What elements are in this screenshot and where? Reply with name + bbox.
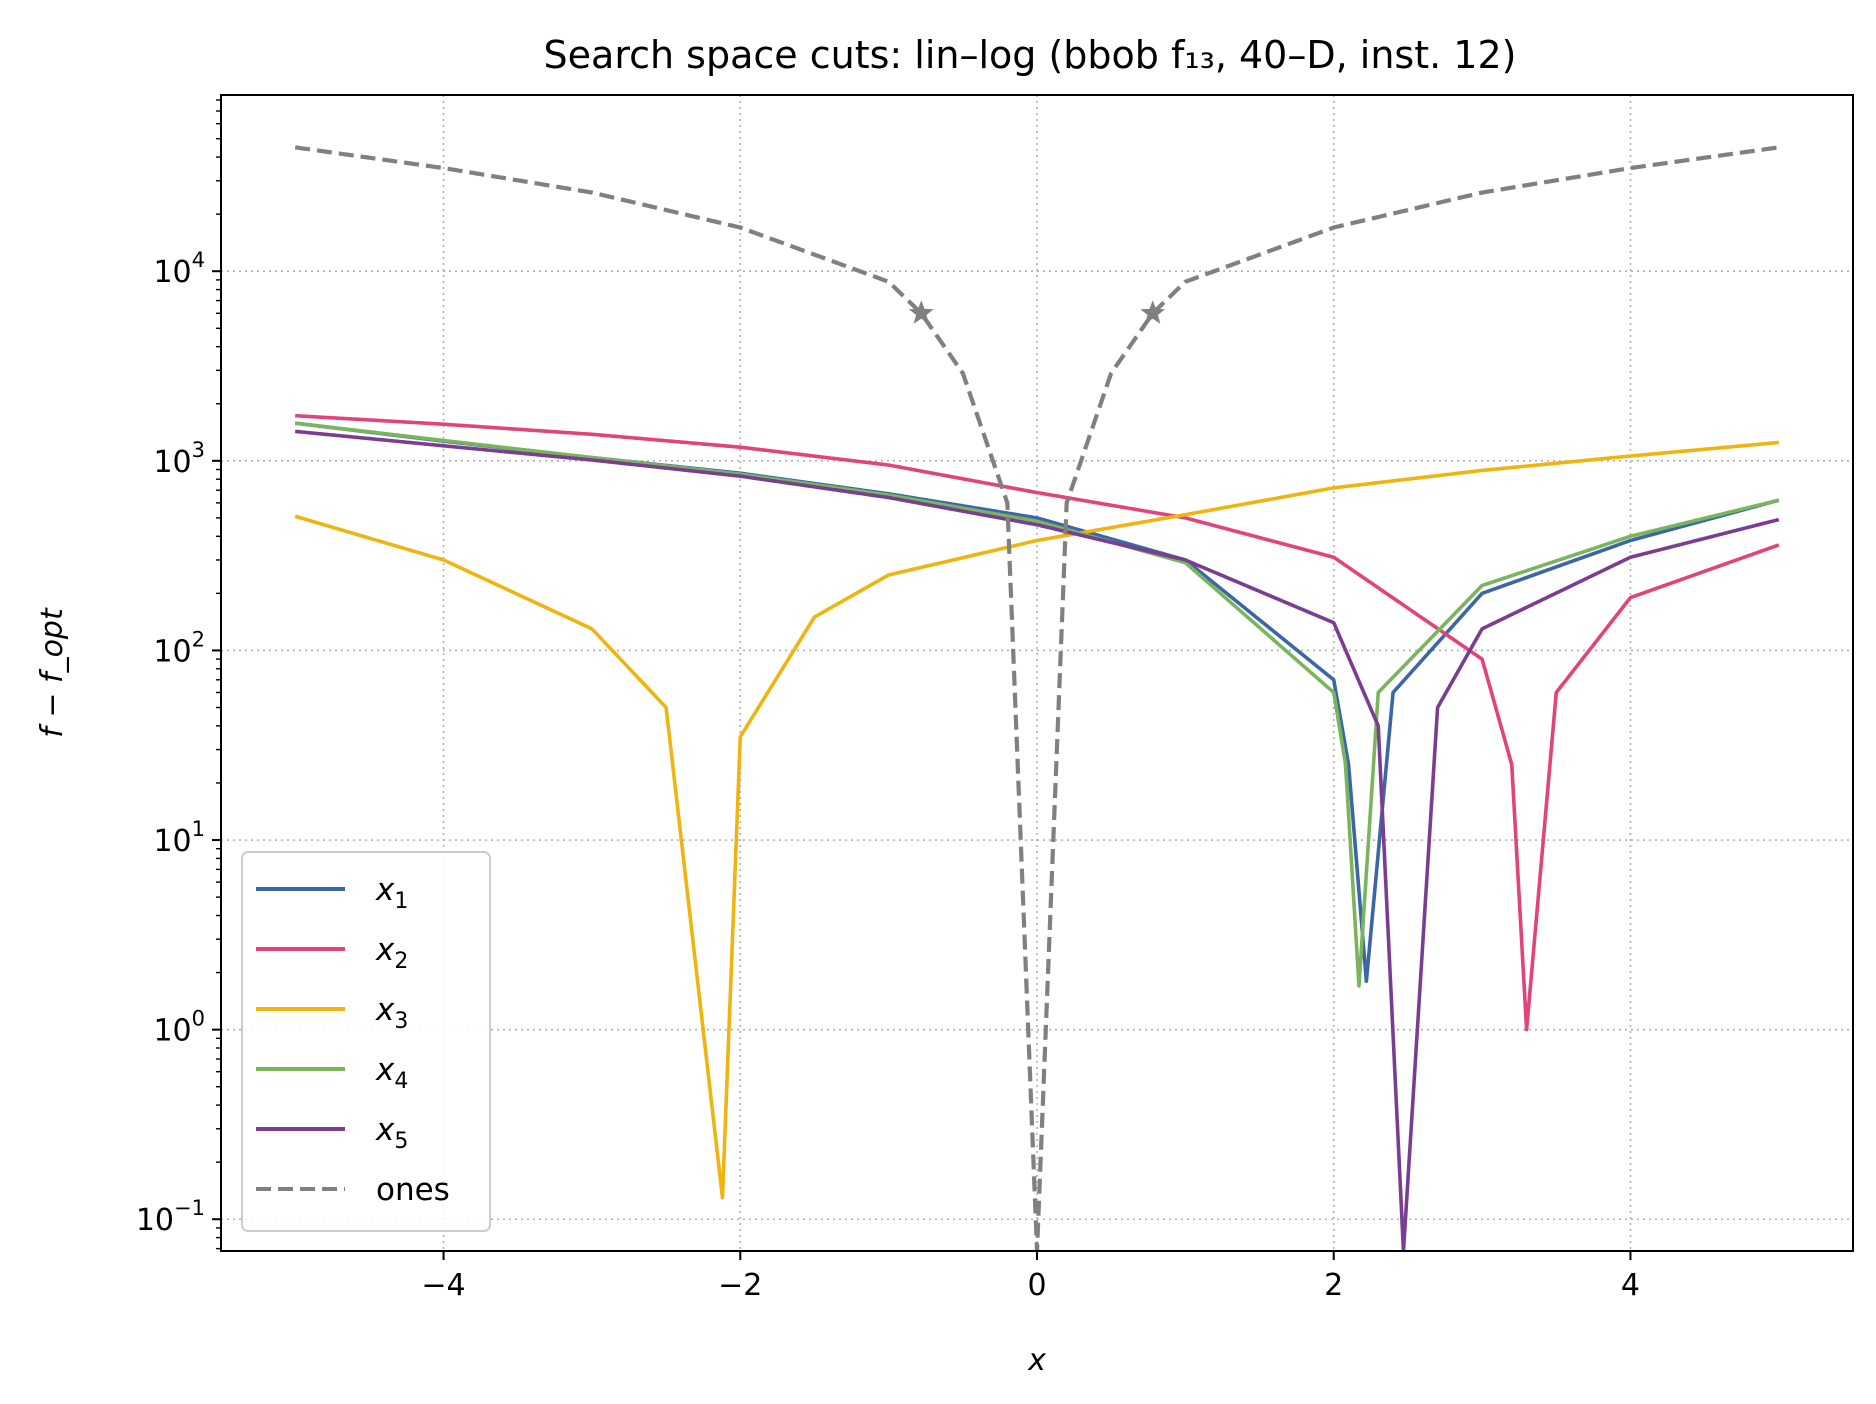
legend-label: x5 xyxy=(375,1112,408,1154)
series-line-x xyxy=(295,429,1780,1251)
y-axis-label: f − f_opt xyxy=(35,607,70,738)
x-tick-label: 4 xyxy=(1621,1268,1640,1303)
x-axis-label: x xyxy=(1027,1343,1046,1378)
series-line-x xyxy=(294,440,1779,1200)
series-line-x xyxy=(295,413,1780,1032)
x-tick-label: −4 xyxy=(421,1268,465,1303)
chart-title: Search space cuts: lin–log (bbob f₁₃, 40… xyxy=(544,33,1517,77)
y-tick-label: 103 xyxy=(153,438,205,480)
star-marker xyxy=(908,300,934,324)
series-line-ones xyxy=(294,145,1780,1251)
series-layer xyxy=(294,145,1780,1251)
legend: x1 x2 x3 x4 x5 ones xyxy=(241,851,491,1232)
x-tick-label: 0 xyxy=(1027,1268,1046,1303)
x-tick-label: −2 xyxy=(718,1268,762,1303)
y-tick-label: 101 xyxy=(153,817,205,859)
y-tick-label: 102 xyxy=(153,627,205,669)
legend-label: x1 xyxy=(375,872,408,914)
x-tick-label: 2 xyxy=(1324,1268,1343,1303)
x-axis: −4 −2 0 2 4 xyxy=(421,1251,1640,1303)
grid xyxy=(221,95,1853,1251)
legend-label: x3 xyxy=(375,992,408,1034)
legend-box xyxy=(241,851,491,1232)
y-tick-label: 104 xyxy=(153,248,205,290)
y-tick-label: 100 xyxy=(153,1007,205,1049)
star-marker xyxy=(1140,300,1166,324)
y-axis: 10−1 100 101 102 103 104 xyxy=(136,99,221,1250)
y-tick-label: 10−1 xyxy=(136,1196,205,1238)
legend-label: ones xyxy=(376,1172,450,1208)
legend-label: x4 xyxy=(375,1052,408,1094)
legend-label: x2 xyxy=(375,932,408,974)
marker-layer xyxy=(908,300,1166,324)
series-line-x xyxy=(294,421,1780,988)
